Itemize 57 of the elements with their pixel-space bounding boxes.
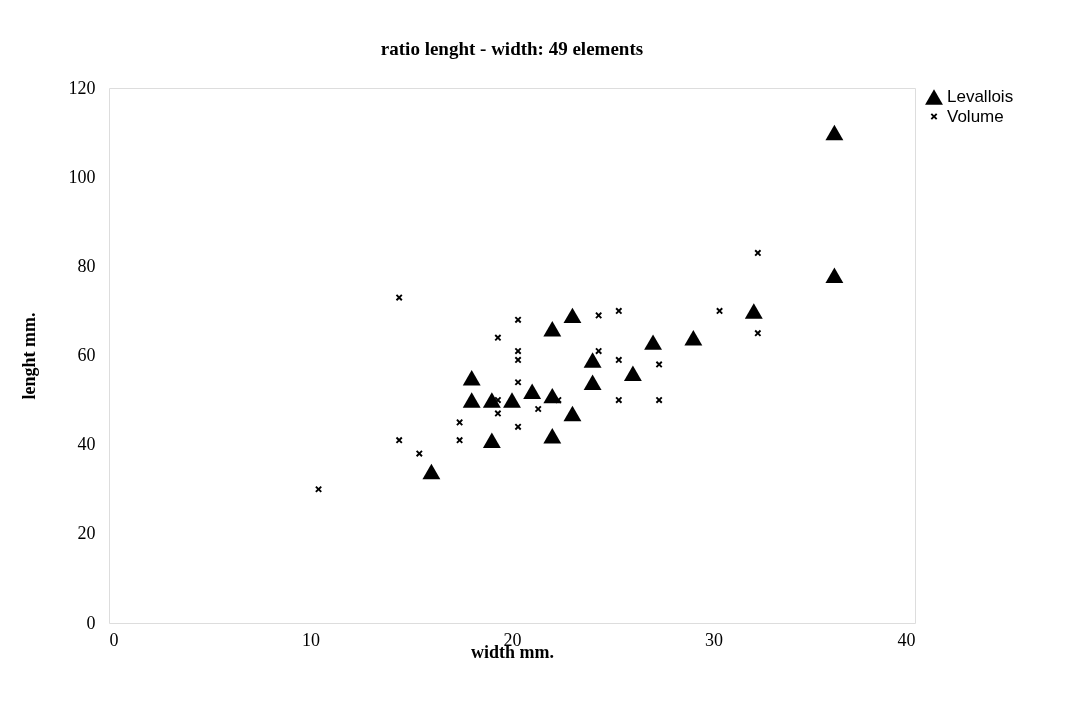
legend-label: Volume <box>947 106 1004 126</box>
point <box>422 463 441 480</box>
point <box>644 334 662 350</box>
point <box>514 316 522 324</box>
point <box>615 307 623 315</box>
y-axis-title: lenght mm. <box>18 312 39 400</box>
point <box>514 378 522 386</box>
point <box>482 392 501 408</box>
point <box>543 321 562 337</box>
point <box>595 312 602 319</box>
point <box>754 329 762 337</box>
y-tick-label: 60 <box>77 345 96 365</box>
point <box>825 124 844 141</box>
legend-label: Levallois <box>947 87 1014 106</box>
point <box>523 383 542 399</box>
point <box>563 405 582 422</box>
point <box>583 374 602 390</box>
point <box>744 303 763 319</box>
point <box>655 361 663 368</box>
point <box>655 396 663 404</box>
point <box>503 392 521 408</box>
y-tick-label: 120 <box>68 77 96 98</box>
x-tick-label: 0 <box>109 629 119 650</box>
point <box>315 485 322 493</box>
y-tick-label: 80 <box>77 255 96 276</box>
point <box>534 405 542 413</box>
x-tick-label: 30 <box>705 629 723 650</box>
point <box>494 396 502 404</box>
point <box>482 432 501 448</box>
y-tick-label: 0 <box>86 612 96 633</box>
point <box>623 365 642 382</box>
point <box>543 428 562 444</box>
point <box>456 436 463 444</box>
x-tick-label: 40 <box>897 629 916 650</box>
point <box>462 392 481 408</box>
point <box>415 450 423 457</box>
y-tick-label: 100 <box>68 166 96 187</box>
point <box>684 329 703 346</box>
point <box>462 370 481 386</box>
point <box>494 334 502 342</box>
point <box>514 423 522 431</box>
x-tick-label: 10 <box>302 629 320 650</box>
y-tick-label: 40 <box>77 434 96 455</box>
point <box>825 267 844 283</box>
point <box>514 356 522 364</box>
point <box>456 419 463 426</box>
point <box>595 347 602 355</box>
point <box>514 347 522 355</box>
point <box>395 436 403 444</box>
chart-title: ratio lenght - width: 49 elements <box>380 38 644 59</box>
y-tick-label: 20 <box>77 523 96 544</box>
point <box>615 396 623 404</box>
point <box>615 356 623 364</box>
point <box>583 352 602 368</box>
point <box>395 294 403 301</box>
point <box>563 307 582 324</box>
point <box>754 249 762 257</box>
